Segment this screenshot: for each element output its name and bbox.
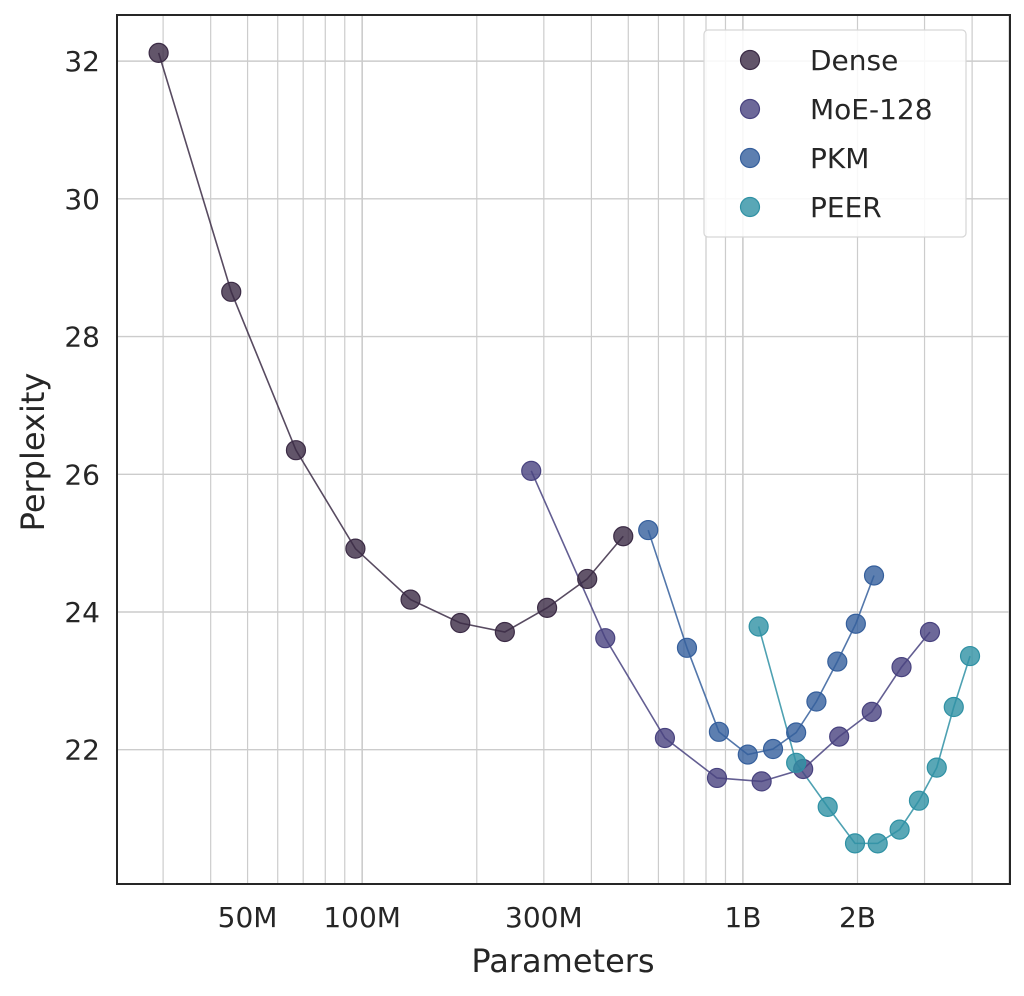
point-peer bbox=[786, 752, 807, 773]
point-peer bbox=[889, 819, 910, 840]
point-dense bbox=[345, 538, 366, 559]
x-axis-label: Parameters bbox=[471, 942, 654, 980]
point-dense bbox=[400, 589, 421, 610]
point-moe-128 bbox=[521, 460, 542, 481]
point-dense bbox=[494, 621, 515, 643]
point-pkm bbox=[806, 691, 827, 712]
legend-box bbox=[703, 29, 967, 238]
y-tick-labels: 22 24 26 28 30 32 bbox=[64, 45, 100, 767]
point-dense bbox=[285, 440, 307, 461]
series-lines bbox=[157, 52, 971, 845]
x-tick-label: 300M bbox=[505, 901, 583, 934]
point-moe-128 bbox=[861, 701, 882, 722]
point-moe-128 bbox=[706, 767, 728, 789]
point-dense bbox=[537, 597, 558, 618]
line-dense bbox=[157, 52, 624, 633]
point-peer bbox=[867, 833, 888, 854]
point-peer bbox=[959, 645, 981, 667]
grid bbox=[117, 15, 1010, 884]
point-dense bbox=[450, 612, 471, 634]
legend: Dense MoE-128 PKM PEER bbox=[703, 29, 967, 238]
y-tick-label: 28 bbox=[64, 321, 100, 354]
point-dense bbox=[221, 281, 242, 302]
legend-label: Dense bbox=[810, 44, 898, 77]
y-axis-label: Perplexity bbox=[14, 373, 52, 532]
point-pkm bbox=[762, 738, 784, 760]
point-peer bbox=[926, 757, 947, 778]
x-tick-label: 2B bbox=[839, 901, 876, 934]
point-dense bbox=[613, 526, 634, 547]
line-moe-128 bbox=[530, 470, 931, 783]
x-tick-label: 1B bbox=[724, 901, 761, 934]
series-points bbox=[148, 42, 981, 854]
y-tick-label: 22 bbox=[64, 734, 100, 767]
x-tick-labels: 50M 100M 300M 1B 2B bbox=[218, 901, 876, 934]
y-tick-label: 26 bbox=[64, 458, 100, 491]
point-pkm bbox=[638, 519, 659, 541]
y-tick-label: 30 bbox=[64, 183, 100, 216]
point-peer bbox=[908, 790, 930, 811]
point-pkm bbox=[827, 651, 848, 672]
x-tick-label: 50M bbox=[218, 901, 278, 934]
y-tick-label: 24 bbox=[64, 596, 100, 629]
point-moe-128 bbox=[891, 656, 912, 678]
point-pkm bbox=[708, 721, 730, 742]
line-peer bbox=[757, 626, 971, 845]
plot-frame bbox=[116, 14, 1011, 885]
point-pkm bbox=[786, 722, 807, 743]
point-moe-128 bbox=[751, 771, 772, 792]
point-peer bbox=[748, 616, 769, 637]
point-pkm bbox=[845, 613, 866, 634]
y-tick-label: 32 bbox=[64, 45, 100, 78]
point-pkm bbox=[737, 744, 758, 765]
point-moe-128 bbox=[654, 727, 676, 749]
legend-label: MoE-128 bbox=[810, 93, 933, 126]
legend-marker bbox=[739, 147, 761, 169]
point-peer bbox=[817, 796, 838, 817]
point-moe-128 bbox=[829, 726, 850, 747]
point-moe-128 bbox=[595, 628, 616, 649]
point-pkm bbox=[863, 565, 885, 586]
legend-label: PKM bbox=[810, 142, 869, 175]
legend-marker bbox=[739, 98, 761, 120]
point-peer bbox=[844, 833, 866, 854]
legend-marker bbox=[739, 196, 761, 218]
line-pkm bbox=[647, 529, 875, 756]
x-tick-label: 100M bbox=[323, 901, 401, 934]
point-moe-128 bbox=[919, 621, 941, 643]
legend-label: PEER bbox=[810, 191, 882, 224]
point-pkm bbox=[676, 637, 698, 658]
legend-marker bbox=[739, 49, 761, 71]
point-dense bbox=[577, 568, 598, 590]
point-dense bbox=[148, 42, 169, 63]
point-peer bbox=[943, 696, 964, 718]
